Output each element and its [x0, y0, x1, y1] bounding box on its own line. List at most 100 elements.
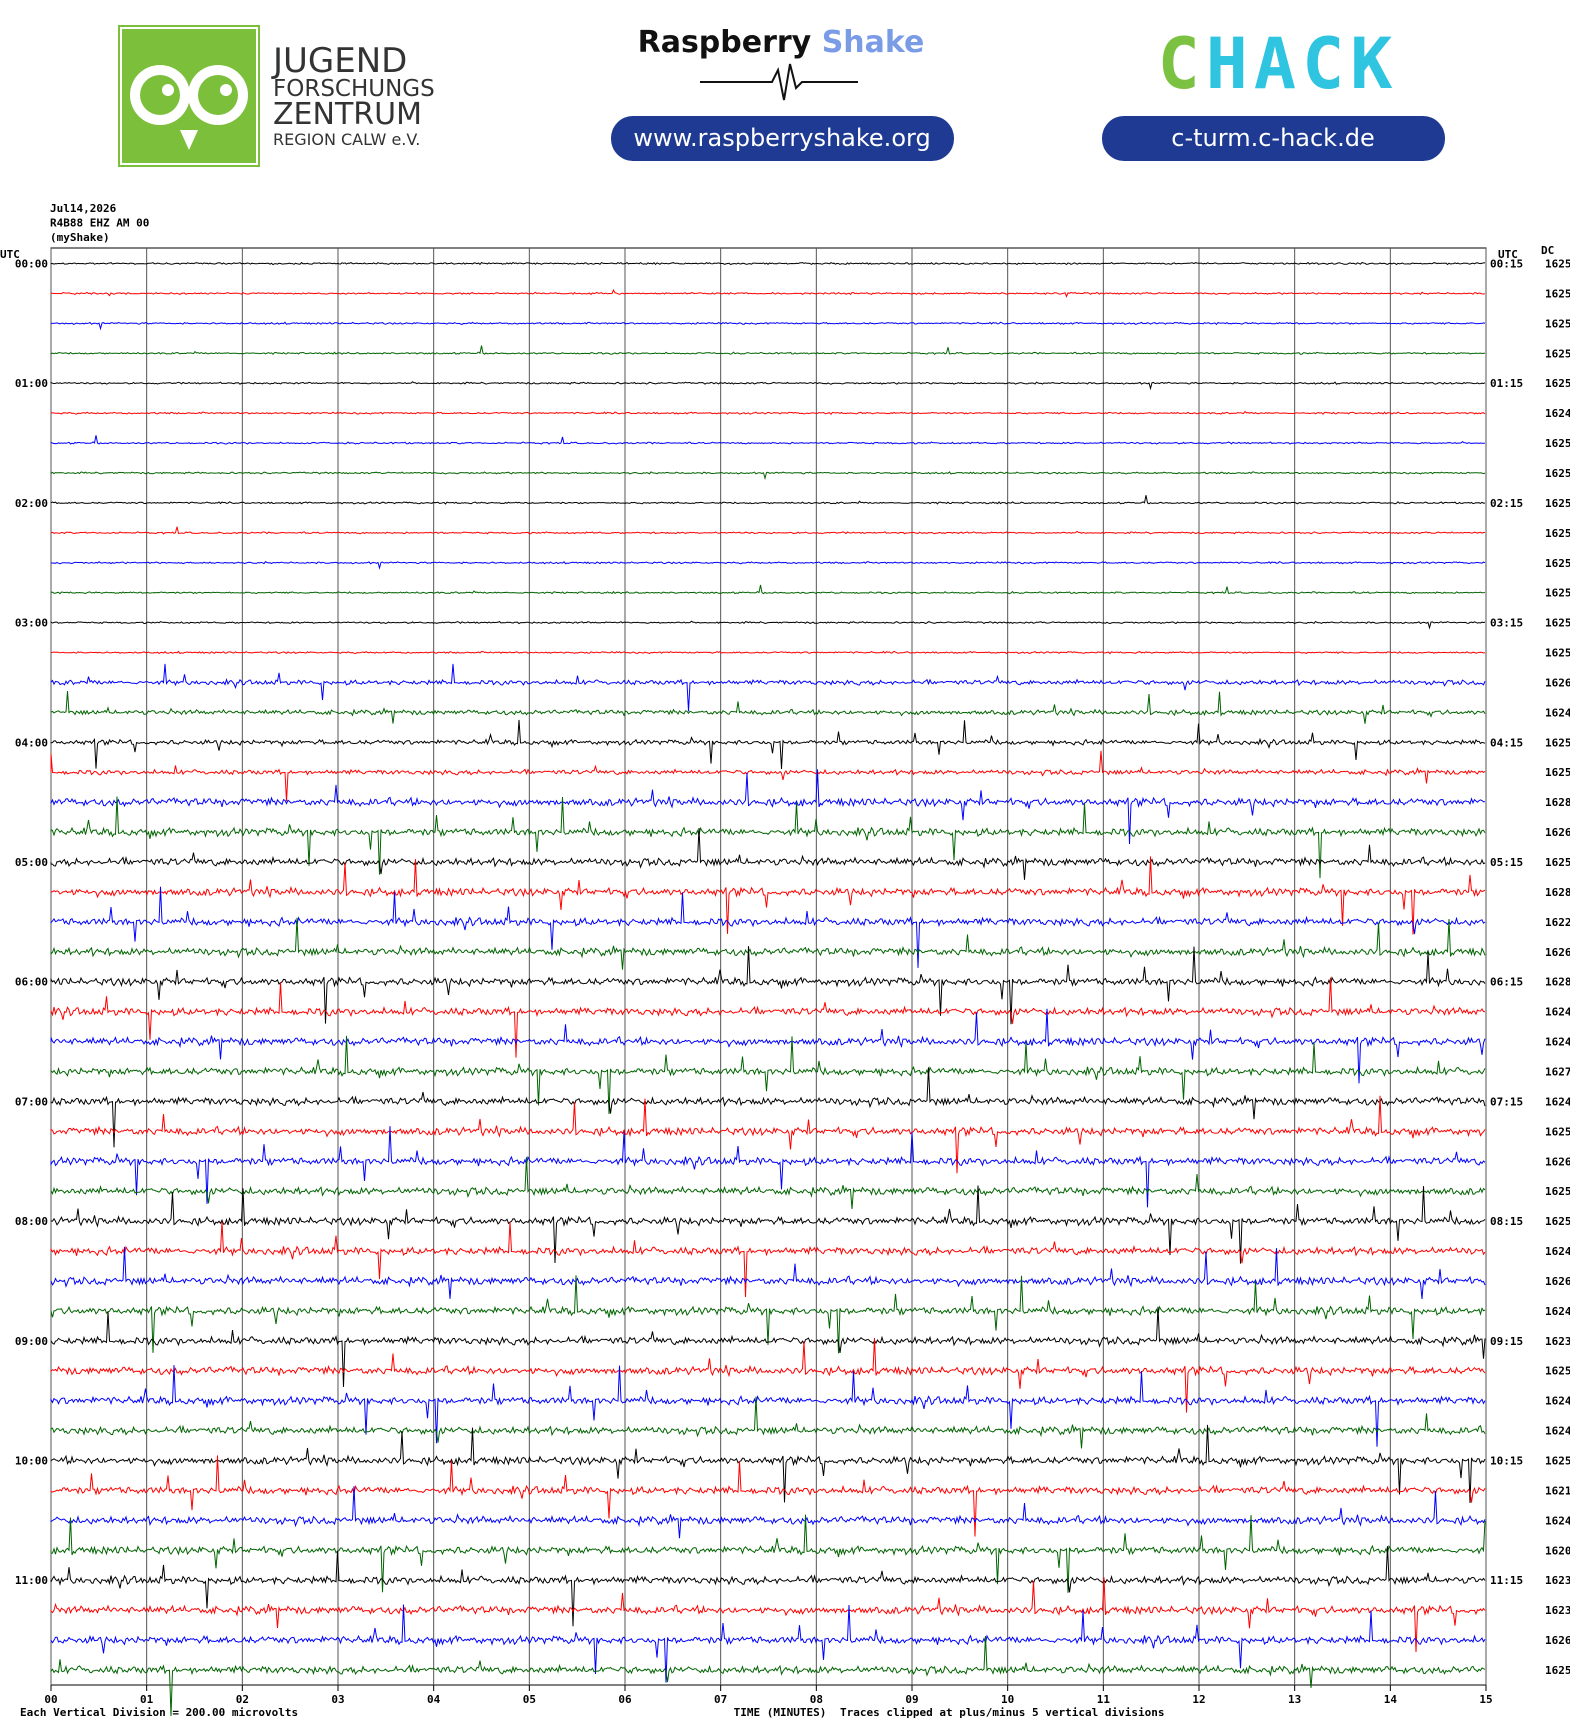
- trace: [50, 650, 1486, 655]
- plot-frame: [50, 247, 1487, 1686]
- trace: [50, 1514, 1486, 1593]
- trace: [50, 1546, 1486, 1627]
- left-time-label: 07:00: [15, 1095, 48, 1108]
- station-info: (myShake): [50, 231, 110, 244]
- trace: [50, 1365, 1486, 1447]
- jfz-line: ZENTRUM: [273, 97, 422, 132]
- x-tick-label: 06: [618, 1693, 632, 1706]
- x-tick-label: 15: [1479, 1693, 1492, 1706]
- dc-value: 16247: [1545, 1425, 1570, 1438]
- trace: [50, 495, 1486, 505]
- dc-value: 16258: [1545, 1455, 1570, 1468]
- dc-value: 16242: [1545, 706, 1570, 719]
- dc-value: 16259: [1545, 1215, 1570, 1228]
- dc-value: 16263: [1545, 1155, 1570, 1168]
- x-tick-label: 13: [1288, 1693, 1301, 1706]
- dc-value: 16245: [1545, 1095, 1570, 1108]
- dc-value: 16256: [1545, 287, 1570, 300]
- dc-value: 16245: [1545, 1305, 1570, 1318]
- trace: [50, 750, 1486, 802]
- trace: [50, 1095, 1486, 1174]
- trace: [50, 1635, 1486, 1717]
- trace: [50, 1275, 1486, 1354]
- x-tick-label: 05: [523, 1693, 536, 1706]
- dc-value: 16227: [1545, 916, 1570, 929]
- trace: [50, 1306, 1486, 1387]
- chack-c: C: [1158, 23, 1206, 105]
- left-time-label: 02:00: [15, 497, 48, 510]
- dc-value: 16253: [1545, 647, 1570, 660]
- trace: [50, 1185, 1486, 1264]
- dc-value: 16254: [1545, 497, 1570, 510]
- right-time-label: 10:15: [1490, 1455, 1523, 1468]
- left-time-label: 05:00: [15, 856, 48, 869]
- trace: [50, 526, 1486, 535]
- trace: [50, 435, 1485, 445]
- footnote-left: Each Vertical Division = 200.00 microvol…: [20, 1706, 298, 1719]
- trace: [50, 1246, 1486, 1300]
- left-time-label: 09:00: [15, 1335, 48, 1348]
- x-tick-label: 12: [1192, 1693, 1205, 1706]
- right-time-label: 05:15: [1490, 856, 1523, 869]
- dc-value: 16256: [1545, 1365, 1570, 1378]
- left-time-label: 11:00: [15, 1574, 48, 1587]
- right-time-label: 03:15: [1490, 617, 1523, 630]
- helicorder: Jul14,2026 R4B88 EHZ AM 00(myShake) UTC UTC…: [0, 202, 1570, 1719]
- rs-url[interactable]: www.raspberryshake.org: [633, 124, 930, 152]
- chack-pill[interactable]: [1102, 116, 1445, 161]
- right-time-label: 02:15: [1490, 497, 1523, 510]
- trace: [50, 620, 1486, 630]
- chack-logo: CHACK: [1158, 23, 1399, 105]
- dc-value: 16257: [1545, 1125, 1570, 1138]
- left-time-label: 03:00: [15, 617, 48, 630]
- trace: [50, 1424, 1486, 1504]
- dc-value: 16210: [1545, 1484, 1570, 1497]
- rs-wave: [700, 63, 858, 101]
- x-tick-label: 04: [427, 1693, 441, 1706]
- dc-value: 16232: [1545, 1335, 1570, 1348]
- trace: [50, 584, 1486, 595]
- right-time-label: 01:15: [1490, 377, 1523, 390]
- dc-value: 16253: [1545, 437, 1570, 450]
- trace: [50, 345, 1486, 356]
- right-time-label: 09:15: [1490, 1335, 1523, 1348]
- dc-value: 16260: [1545, 1275, 1570, 1288]
- dc-value: 16254: [1545, 1185, 1570, 1198]
- x-tick-label: 00: [44, 1693, 57, 1706]
- station-info: R4B88 EHZ AM 00: [50, 217, 149, 230]
- trace: [50, 1455, 1486, 1537]
- trace: [50, 1577, 1486, 1653]
- jfz-logo: [118, 25, 260, 167]
- trace: [50, 690, 1486, 724]
- right-time-label: 04:15: [1490, 736, 1523, 749]
- dc-value: 16208: [1545, 1544, 1570, 1557]
- jfz-text: JUGEND FORSCHUNGS ZENTRUM REGION CALW e.…: [271, 41, 435, 149]
- trace: [50, 471, 1486, 481]
- trace: [50, 1396, 1486, 1449]
- dc-value: 16259: [1545, 1664, 1570, 1677]
- rs-shake: Shake: [822, 25, 925, 60]
- chack-url[interactable]: c-turm.c-hack.de: [1171, 124, 1374, 152]
- dc-value: 16248: [1545, 1036, 1570, 1049]
- dc-value: 16252: [1545, 377, 1570, 390]
- x-tick-label: 10: [1001, 1693, 1014, 1706]
- trace: [50, 769, 1485, 845]
- trace: [50, 719, 1486, 770]
- jfz-line: REGION CALW e.V.: [273, 130, 420, 149]
- trace: [50, 1067, 1486, 1148]
- trace: [50, 1486, 1486, 1539]
- dc-value: 16245: [1545, 1006, 1570, 1019]
- trace: [50, 1126, 1486, 1208]
- left-time-label: 10:00: [15, 1455, 48, 1468]
- trace: [50, 796, 1486, 879]
- x-tick-label: 11: [1097, 1693, 1111, 1706]
- rs-pill[interactable]: [611, 116, 954, 161]
- rs-name: Raspberry: [638, 25, 812, 60]
- dc-value: 16252: [1545, 258, 1570, 271]
- dc-value: 16247: [1545, 407, 1570, 420]
- dc-value: 16247: [1545, 1514, 1570, 1527]
